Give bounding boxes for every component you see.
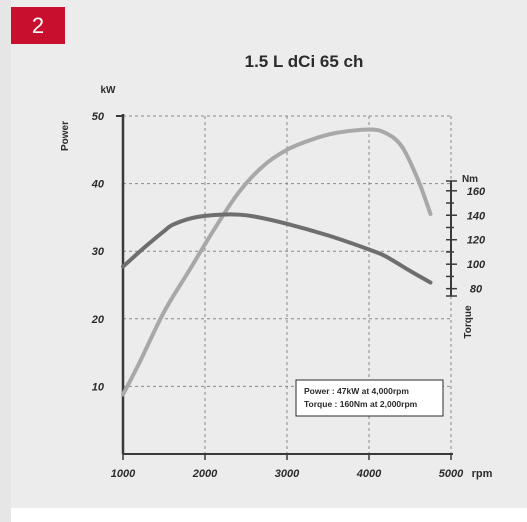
annotation-line: Power : 47kW at 4,000rpm [304,386,409,396]
left-axis-unit: kW [101,85,117,96]
left-tick-label: 50 [92,111,105,123]
figure-number-badge: 2 [11,7,65,44]
x-tick-label: 4000 [356,468,382,480]
right-tick-label: 140 [467,210,486,222]
x-tick-label: 1000 [111,468,136,480]
right-tick-label: 80 [470,284,483,296]
left-tick-label: 20 [91,314,105,326]
left-tick-label: 10 [92,381,105,393]
right-axis-label: Torque [463,305,474,339]
right-axis-unit: Nm [462,174,478,185]
annotation-box [295,379,444,417]
torque-series-line [121,212,433,285]
left-tick-label: 30 [92,246,105,258]
right-tick-label: 160 [467,186,486,198]
power-series-line [121,127,433,397]
left-axis-label: Power [60,121,71,151]
right-tick-label: 120 [467,235,486,247]
chart-title: 1.5 L dCi 65 ch [245,52,364,71]
left-edge-bar [0,0,11,522]
x-tick-label: 5000 [439,468,464,480]
left-tick-label: 40 [91,179,105,191]
x-tick-label: 2000 [192,468,218,480]
x-axis-label: rpm [472,468,493,480]
annotation-line: Torque : 160Nm at 2,000rpm [304,399,418,409]
x-tick-label: 3000 [275,468,300,480]
right-tick-label: 100 [467,259,486,271]
chart-panel [11,0,527,508]
